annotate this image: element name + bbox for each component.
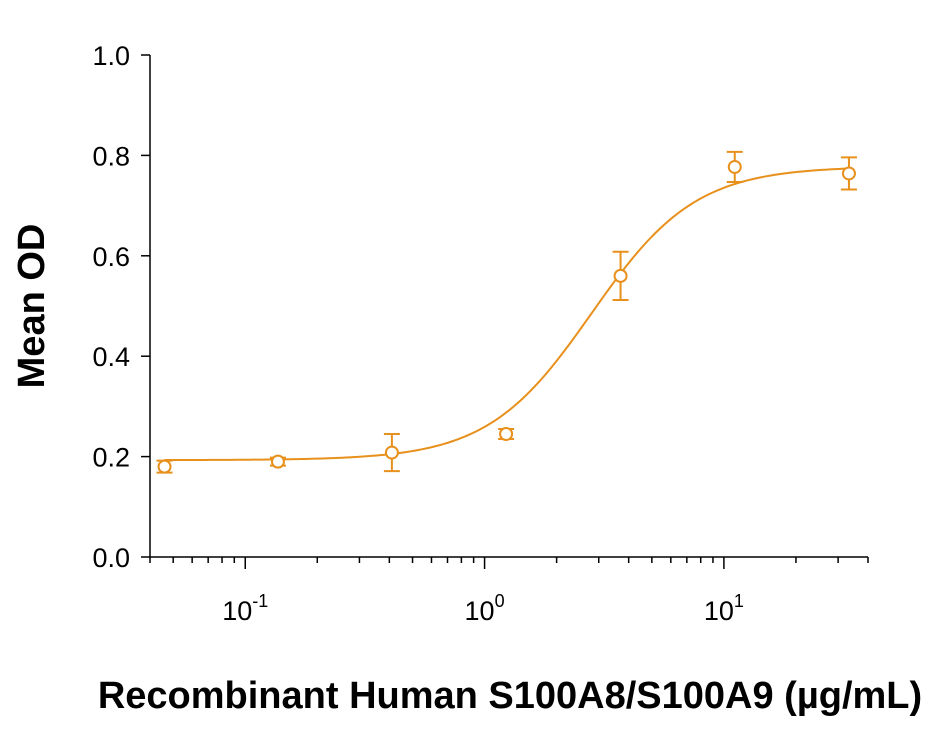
data-point xyxy=(727,159,742,174)
data-point xyxy=(499,427,514,442)
x-tick-label-exponent: -1 xyxy=(252,591,268,611)
x-tick-label-exponent: 0 xyxy=(495,591,505,611)
x-tick-label: 10-1 xyxy=(222,591,268,626)
data-point xyxy=(270,454,285,469)
data-point xyxy=(384,445,399,460)
data-point xyxy=(841,166,856,181)
x-tick-label-base: 10 xyxy=(704,596,734,626)
data-points-layer xyxy=(156,150,857,474)
x-tick-label: 101 xyxy=(704,591,744,626)
x-tick-label: 100 xyxy=(465,591,505,626)
fit-curve xyxy=(164,167,849,462)
data-point xyxy=(157,459,172,474)
y-axis-title: Mean OD xyxy=(11,224,53,389)
x-tick-label-base: 10 xyxy=(465,596,495,626)
x-axis-title: Recombinant Human S100A8/S100A9 (µg/mL) xyxy=(98,675,922,717)
y-tick-label: 1.0 xyxy=(92,41,130,71)
fit-curve-layer xyxy=(164,167,849,462)
x-tick-label-exponent: 1 xyxy=(734,591,744,611)
y-tick-label: 0.6 xyxy=(92,242,130,272)
data-point xyxy=(613,268,628,283)
axes: 0.00.20.40.60.81.010-1 100 101 xyxy=(92,41,869,626)
y-tick-label: 0.0 xyxy=(92,543,130,573)
y-tick-label: 0.4 xyxy=(92,342,130,372)
x-tick-label-base: 10 xyxy=(222,596,252,626)
y-tick-label: 0.2 xyxy=(92,443,130,473)
y-tick-label: 0.8 xyxy=(92,141,130,171)
